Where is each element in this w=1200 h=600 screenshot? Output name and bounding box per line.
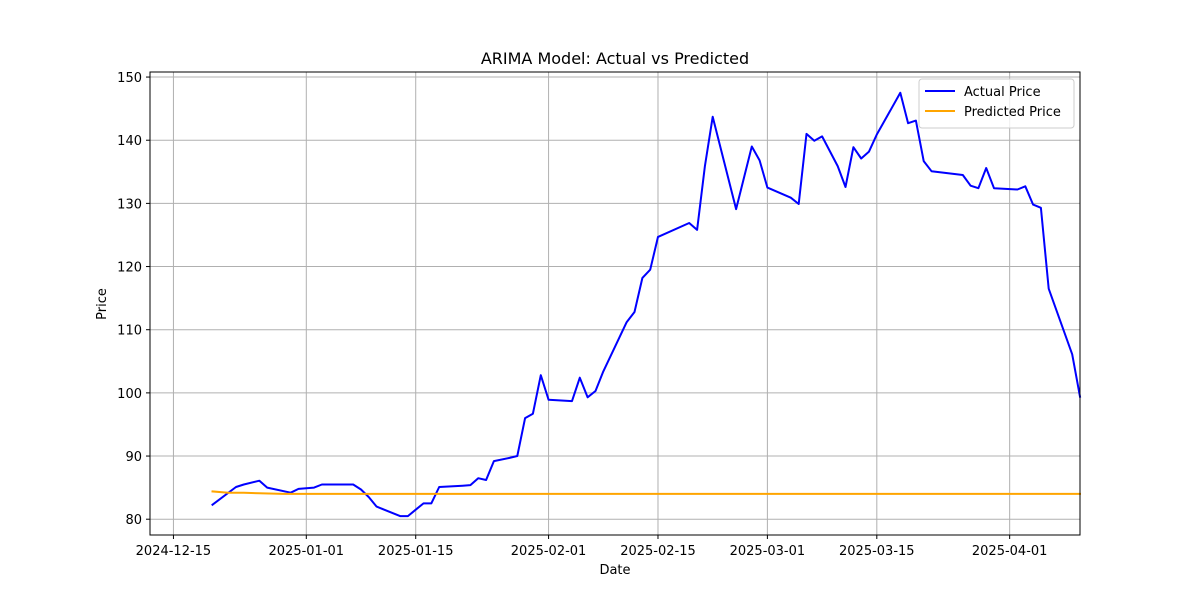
x-tick-label: 2025-02-01	[511, 544, 587, 559]
x-tick-label: 2025-03-15	[839, 544, 915, 559]
y-tick-label: 130	[117, 197, 142, 212]
x-tick-label: 2025-01-01	[269, 544, 345, 559]
legend-label-actual-price: Actual Price	[964, 85, 1041, 100]
y-tick-label: 90	[125, 450, 142, 465]
y-tick-label: 80	[125, 513, 142, 528]
y-axis: 80 90 100 110 120 130 140 150	[117, 71, 150, 528]
x-tick-label: 2025-04-01	[972, 544, 1048, 559]
y-tick-label: 150	[117, 71, 142, 86]
y-tick-label: 120	[117, 261, 142, 276]
legend: Actual Price Predicted Price	[918, 78, 1075, 129]
grid	[150, 72, 1080, 535]
x-tick-label: 2025-01-15	[378, 544, 454, 559]
legend-box	[918, 78, 1075, 129]
x-tick-label: 2024-12-15	[136, 544, 212, 559]
y-tick-label: 110	[117, 324, 142, 339]
x-tick-label: 2025-02-15	[620, 544, 696, 559]
x-axis: 2024-12-15 2025-01-01 2025-01-15 2025-02-01…	[136, 535, 1048, 559]
x-axis-title: Date	[599, 563, 630, 578]
actual-price-line	[211, 91, 1082, 518]
plot-frame	[149, 71, 1081, 536]
chart-title: ARIMA Model: Actual vs Predicted	[481, 49, 749, 68]
x-tick-label: 2025-03-01	[730, 544, 806, 559]
legend-label-predicted-price: Predicted Price	[964, 105, 1061, 120]
predicted-price-line	[211, 490, 1081, 495]
y-axis-title: Price	[95, 288, 110, 320]
y-tick-label: 140	[117, 134, 142, 149]
y-tick-label: 100	[117, 387, 142, 402]
series-lines	[211, 91, 1082, 518]
